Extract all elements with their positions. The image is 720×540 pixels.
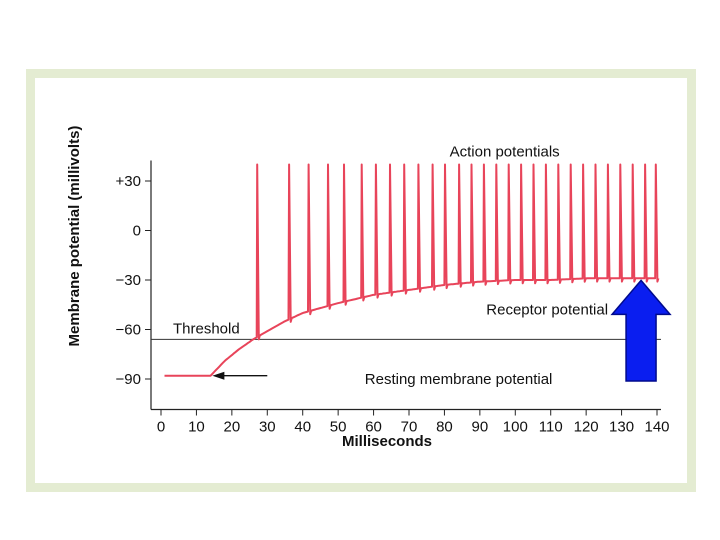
membrane-potential-trace bbox=[164, 163, 660, 377]
resting-pointer-arrowhead bbox=[212, 371, 225, 380]
chart-panel: Membrane potential (millivolts) Millisec… bbox=[35, 78, 687, 483]
threshold-label: Threshold bbox=[173, 320, 240, 337]
action-potentials-label: Action potentials bbox=[450, 143, 560, 160]
x-tick-label: 80 bbox=[436, 419, 453, 436]
annotations: Threshold Action potentials Receptor poten… bbox=[173, 143, 672, 388]
x-tick-label: 60 bbox=[365, 419, 382, 436]
tick-labels: +30 0 −30 −60 −90 0 10 20 30 40 50 60 70 80 90 100 110 12… bbox=[116, 173, 670, 436]
x-tick-label: 120 bbox=[574, 419, 599, 436]
y-tick-label: −30 bbox=[116, 272, 141, 289]
x-tick-label: 50 bbox=[330, 419, 347, 436]
x-tick-label: 30 bbox=[259, 419, 276, 436]
y-tick-label: +30 bbox=[116, 173, 141, 190]
x-tick-label: 100 bbox=[503, 419, 528, 436]
axes bbox=[145, 160, 661, 416]
y-tick-label: −90 bbox=[116, 371, 141, 388]
y-axis-label: Membrane potential (millivolts) bbox=[66, 126, 83, 347]
receptor-potential-label: Receptor potential bbox=[486, 302, 608, 319]
y-tick-label: −60 bbox=[116, 322, 141, 339]
y-tick-label: 0 bbox=[133, 223, 141, 240]
x-tick-label: 10 bbox=[188, 419, 205, 436]
x-tick-label: 140 bbox=[644, 419, 669, 436]
x-tick-label: 110 bbox=[539, 419, 563, 436]
x-tick-label: 90 bbox=[472, 419, 489, 436]
x-axis-label: Milliseconds bbox=[342, 433, 432, 450]
x-tick-label: 40 bbox=[294, 419, 311, 436]
x-tick-label: 70 bbox=[401, 419, 418, 436]
slide-frame: Membrane potential (millivolts) Millisec… bbox=[26, 69, 696, 492]
membrane-potential-chart: Membrane potential (millivolts) Millisec… bbox=[66, 126, 672, 450]
x-tick-label: 130 bbox=[609, 419, 634, 436]
x-tick-label: 20 bbox=[224, 419, 241, 436]
data-marks bbox=[151, 163, 661, 377]
highlight-up-arrow bbox=[610, 279, 672, 382]
resting-membrane-potential-label: Resting membrane potential bbox=[365, 371, 553, 388]
x-tick-label: 0 bbox=[157, 419, 165, 436]
